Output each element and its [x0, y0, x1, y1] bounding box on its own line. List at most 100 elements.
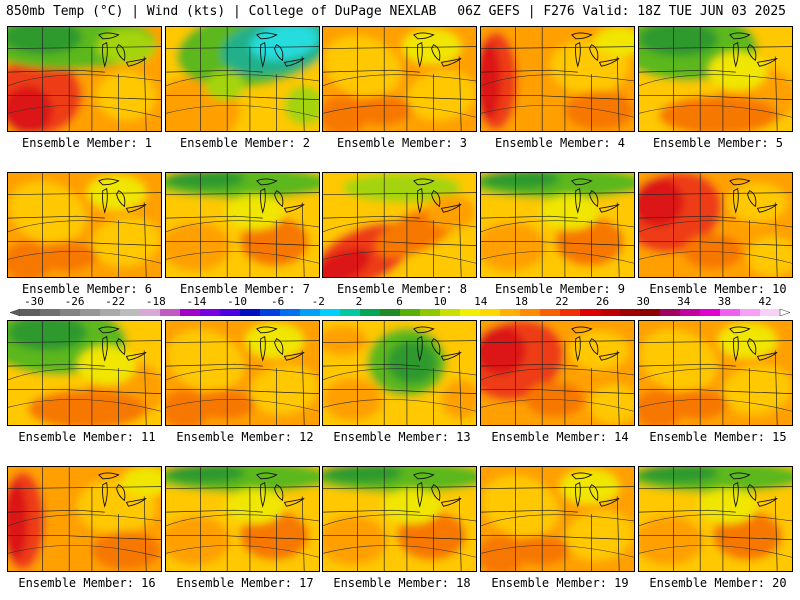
ensemble-member-label: Ensemble Member: 8 [336, 282, 468, 296]
great-lake-outline [413, 472, 435, 480]
colorbar-tick-label: -22 [105, 296, 125, 308]
ensemble-member-label: Ensemble Member: 17 [176, 576, 314, 590]
ensemble-panel-11: Ensemble Member: 11 [7, 320, 162, 444]
temperature-region [589, 384, 634, 425]
state-boundary [8, 340, 161, 343]
temperature-map [165, 466, 320, 572]
great-lake-outline [440, 497, 462, 507]
state-boundary [481, 95, 580, 98]
state-boundary [774, 56, 778, 131]
colorbar-segment [340, 309, 361, 316]
temperature-map [480, 172, 635, 278]
state-boundary [774, 202, 778, 277]
state-boundary [166, 192, 319, 195]
temperature-region [639, 389, 684, 425]
state-boundary [323, 215, 420, 219]
colorbar-segment [640, 309, 661, 316]
colorbar-segment [420, 309, 441, 316]
ensemble-member-label: Ensemble Member: 1 [21, 136, 153, 150]
ensemble-member-label: Ensemble Member: 20 [649, 576, 787, 590]
colorbar-tick-label: 26 [596, 296, 609, 308]
ensemble-panel-5: Ensemble Member: 5 [638, 26, 793, 150]
state-boundary [639, 46, 792, 49]
temperature-region [658, 95, 778, 131]
state-boundary [421, 97, 476, 100]
height-contour [639, 220, 792, 233]
state-boundary [579, 537, 634, 540]
great-lake-outline [98, 178, 120, 186]
colorbar-tick-label: 6 [396, 296, 403, 308]
height-contour [323, 399, 476, 412]
great-lake-outline [413, 326, 435, 334]
colorbar-tick-label: -14 [187, 296, 207, 308]
colorbar-segment [740, 309, 761, 316]
state-boundary [8, 95, 107, 98]
state-boundary [323, 363, 420, 367]
temperature-region [639, 177, 684, 227]
great-lake-outline [283, 203, 305, 213]
colorbar-segment [180, 309, 201, 316]
state-boundary [458, 56, 462, 131]
height-contour [639, 399, 792, 412]
state-boundary [481, 241, 580, 244]
state-boundary [166, 46, 319, 49]
colorbar-segment [720, 309, 741, 316]
colorbar-segment [680, 309, 701, 316]
colorbar-segment [120, 309, 141, 316]
state-boundary [737, 391, 792, 394]
state-boundary [323, 389, 422, 392]
ensemble-panel-8: Ensemble Member: 8 [322, 172, 477, 296]
ensemble-member-label: Ensemble Member: 14 [491, 430, 629, 444]
great-lake-outline [274, 190, 284, 208]
colorbar-segment [400, 309, 421, 316]
colorbar-segment [260, 309, 281, 316]
temperature-map [480, 26, 635, 132]
state-boundary [639, 389, 738, 392]
temperature-map [638, 172, 793, 278]
temperature-region [747, 236, 792, 277]
colorbar-tick-label: -10 [227, 296, 247, 308]
ensemble-member-label: Ensemble Member: 9 [494, 282, 626, 296]
state-boundary [8, 486, 161, 489]
colorbar-segment [480, 309, 501, 316]
height-contour [323, 251, 476, 264]
great-lake-outline [102, 42, 108, 68]
state-boundary [166, 389, 265, 392]
state-boundary [481, 363, 578, 367]
colorbar-segment [60, 309, 81, 316]
great-lake-outline [589, 44, 599, 62]
height-contour [323, 105, 476, 118]
great-lake-outline [274, 44, 284, 62]
great-lake-outline [756, 203, 778, 213]
great-lake-outline [729, 32, 751, 40]
state-boundary [421, 537, 476, 540]
temperature-region [426, 194, 476, 230]
temperature-map [7, 320, 162, 426]
great-lake-outline [116, 484, 126, 502]
height-contour [323, 514, 476, 527]
height-contour [166, 220, 319, 233]
state-boundary [323, 95, 422, 98]
height-contour [323, 368, 476, 381]
great-lake-outline [431, 44, 441, 62]
height-contour [481, 220, 634, 233]
temperature-region [91, 530, 161, 571]
great-lake-outline [598, 203, 620, 213]
great-lake-outline [431, 484, 441, 502]
state-boundary [458, 350, 462, 425]
ensemble-member-label: Ensemble Member: 4 [494, 136, 626, 150]
state-boundary [264, 391, 319, 394]
ensemble-panel-17: Ensemble Member: 17 [165, 466, 320, 590]
great-lake-outline [256, 326, 278, 334]
colorbar-segment [560, 309, 581, 316]
great-lake-outline [274, 484, 284, 502]
great-lake-outline [274, 338, 284, 356]
state-boundary [166, 215, 263, 219]
colorbar-segment [380, 309, 401, 316]
great-lake-outline [431, 338, 441, 356]
state-boundary [8, 509, 105, 513]
temperature-map [322, 172, 477, 278]
ensemble-member-label: Ensemble Member: 13 [333, 430, 471, 444]
state-boundary [166, 95, 265, 98]
height-contour [481, 105, 634, 118]
